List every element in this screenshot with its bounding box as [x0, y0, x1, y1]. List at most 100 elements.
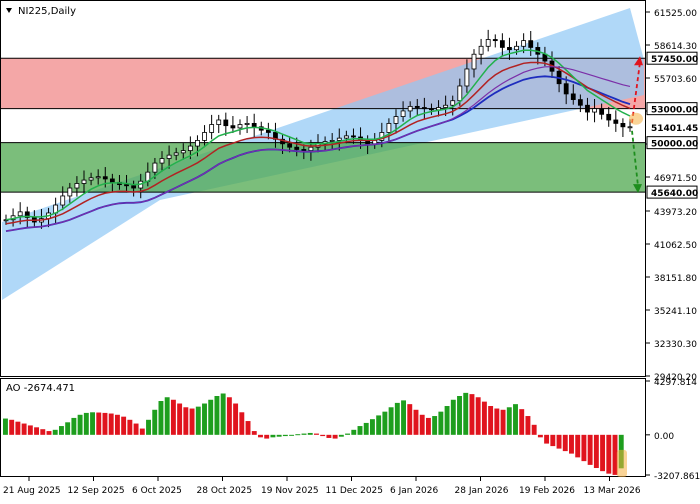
ao-bar — [519, 409, 525, 435]
ao-axis-label: 0.00 — [654, 432, 674, 442]
candle-body — [414, 105, 420, 108]
ao-bar — [500, 409, 506, 435]
ao-axis-label: 4297.814 — [654, 378, 697, 388]
ao-bar — [326, 434, 332, 438]
ma-purple-line — [5, 66, 631, 232]
candle-body — [528, 40, 534, 48]
candle-body — [180, 150, 186, 154]
ao-bar — [562, 434, 568, 452]
candle-body — [109, 178, 115, 183]
candle — [599, 103, 605, 120]
candle — [563, 76, 569, 105]
ao-panel-frame — [0, 378, 646, 477]
ao-bar — [3, 418, 8, 435]
candle — [95, 169, 101, 185]
candle — [24, 206, 30, 228]
candle — [386, 118, 392, 141]
candle — [528, 30, 534, 56]
price-level-tag: 45640.00 — [646, 185, 698, 199]
price-level-tag: 50000.00 — [646, 136, 698, 150]
ao-bar — [21, 423, 27, 435]
ao-bar — [506, 407, 512, 435]
price-level-box — [646, 136, 698, 150]
ao-bar — [251, 431, 257, 435]
ao-bar — [233, 403, 239, 435]
candle-body — [230, 125, 236, 129]
candle-body — [17, 211, 23, 217]
ao-bar — [34, 427, 40, 435]
ao-bar — [270, 434, 276, 438]
candle-body — [67, 187, 73, 197]
ao-bar — [52, 429, 58, 435]
ao-bar — [401, 400, 406, 435]
time-axis-label: 28 Jan 2026 — [455, 486, 509, 496]
ao-bar — [338, 434, 344, 437]
forecast-down-arrowhead — [633, 184, 642, 194]
ao-bar — [600, 434, 606, 472]
candle-body — [577, 99, 583, 106]
time-axis-label: 21 Aug 2025 — [3, 486, 61, 496]
candle-body — [514, 45, 519, 51]
candle-body — [507, 47, 512, 51]
candle-body — [287, 143, 293, 148]
candle-body — [60, 195, 66, 206]
ao-bar — [71, 417, 77, 435]
price-level-box — [646, 185, 698, 199]
candle-body — [457, 85, 463, 102]
ao-bar — [413, 409, 419, 435]
price-axis-label: 55703.60 — [654, 75, 697, 85]
candle-body — [407, 105, 413, 112]
ao-axis-label: -3207.861 — [654, 472, 700, 482]
candle — [400, 101, 406, 122]
ao-bar — [189, 408, 195, 435]
ao-bar — [170, 399, 176, 435]
ao-bar — [612, 434, 618, 475]
candle — [180, 143, 186, 160]
candle-body — [124, 184, 129, 187]
ao-bar — [332, 434, 338, 439]
ao-bar — [581, 434, 587, 462]
ao-bar — [432, 416, 438, 435]
price-axis-label: 43973.20 — [654, 208, 697, 218]
ao-bar — [127, 419, 133, 435]
ao-bar — [425, 417, 431, 435]
candle — [88, 172, 94, 186]
ao-bar — [301, 433, 307, 435]
ao-bar — [531, 424, 537, 435]
time-axis-label: 19 Feb 2026 — [519, 486, 575, 496]
candle-body — [74, 183, 80, 189]
candle-body — [450, 100, 456, 106]
ao-bar — [394, 402, 400, 435]
candle — [60, 186, 66, 211]
candle-body — [429, 108, 434, 111]
price-level-box — [646, 51, 698, 65]
dropdown-triangle-icon[interactable] — [6, 8, 12, 13]
forecast-up-arrowhead — [634, 56, 643, 66]
ao-bar — [575, 434, 581, 458]
candle-body — [627, 126, 633, 129]
ao-bar — [363, 422, 369, 435]
candle-body — [237, 124, 243, 129]
ma-mid-line — [5, 61, 631, 225]
candle-body — [223, 119, 229, 127]
candle — [195, 135, 200, 157]
forecast-up-arrow — [631, 62, 641, 123]
price-layer — [1, 8, 646, 300]
ao-bar — [226, 397, 232, 435]
candle-body — [606, 113, 612, 121]
ao-bar — [593, 434, 599, 469]
ao-bar — [152, 409, 158, 435]
candle-body — [471, 53, 477, 70]
candle-body — [386, 122, 392, 133]
candle — [173, 147, 179, 161]
ao-bar — [450, 399, 456, 435]
ao-bar — [208, 399, 214, 435]
ao-indicator-label: AO -2674.471 — [6, 383, 75, 394]
current-price-box — [647, 120, 697, 133]
time-axis-label: 19 Nov 2025 — [261, 486, 319, 496]
candle — [131, 180, 137, 197]
candle — [499, 33, 505, 56]
price-axis-label: 29420.20 — [654, 373, 697, 383]
price-axis-label: 46971.50 — [654, 174, 697, 184]
